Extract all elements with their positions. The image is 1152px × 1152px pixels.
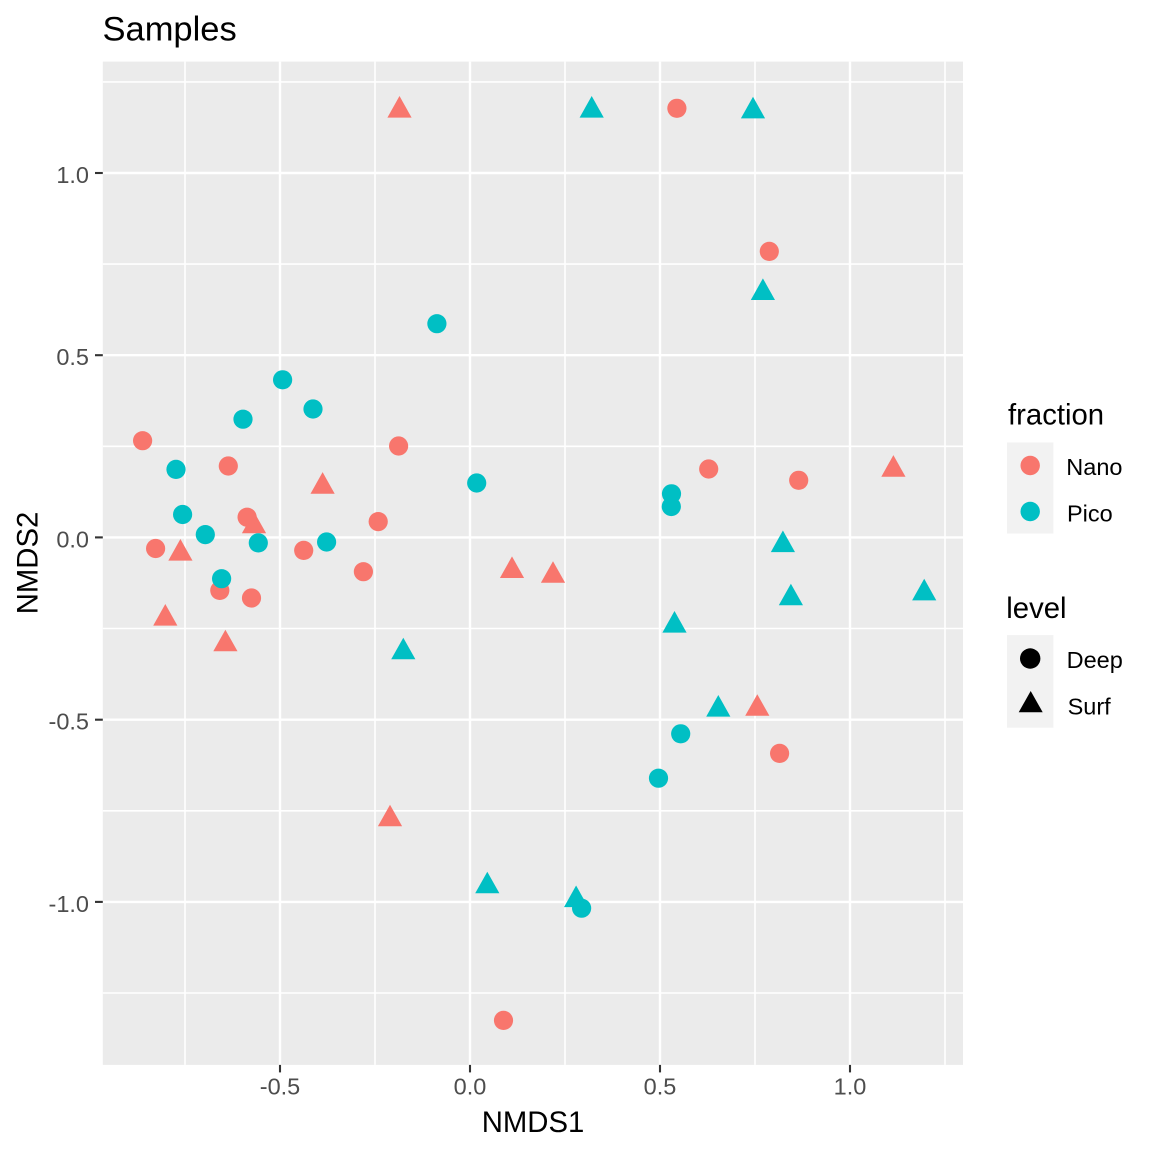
svg-text:NMDS1: NMDS1 xyxy=(482,1106,585,1139)
svg-text:0.0: 0.0 xyxy=(454,1074,487,1100)
svg-text:-0.5: -0.5 xyxy=(260,1074,301,1100)
svg-text:level: level xyxy=(1006,592,1066,625)
svg-text:-1.0: -1.0 xyxy=(49,891,90,917)
svg-text:fraction: fraction xyxy=(1008,399,1104,432)
svg-text:Samples: Samples xyxy=(103,10,237,48)
svg-text:0.5: 0.5 xyxy=(644,1074,677,1100)
svg-text:Surf: Surf xyxy=(1068,693,1112,719)
svg-text:-0.5: -0.5 xyxy=(49,709,90,735)
svg-text:0.5: 0.5 xyxy=(56,344,89,370)
svg-text:NMDS2: NMDS2 xyxy=(11,512,44,615)
svg-text:Deep: Deep xyxy=(1067,647,1123,673)
svg-text:0.0: 0.0 xyxy=(56,526,89,552)
svg-text:1.0: 1.0 xyxy=(834,1074,867,1100)
svg-text:Nano: Nano xyxy=(1066,454,1122,480)
svg-text:1.0: 1.0 xyxy=(56,162,89,188)
svg-text:Pico: Pico xyxy=(1067,500,1113,526)
